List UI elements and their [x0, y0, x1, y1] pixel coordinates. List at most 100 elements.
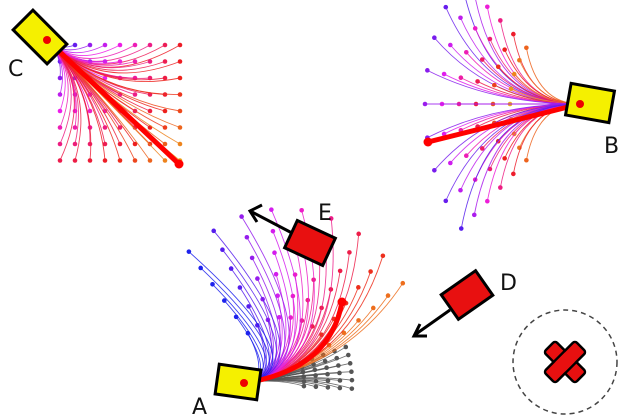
trajectory-end: [163, 109, 168, 114]
trajectory-end: [178, 76, 183, 81]
best-end: [424, 138, 433, 147]
trajectory-end: [524, 158, 529, 163]
trajectory-end: [425, 68, 430, 73]
trajectory-end: [274, 272, 279, 277]
robot-b: [566, 83, 615, 122]
trajectory-end: [73, 158, 78, 163]
trajectory-end: [245, 235, 250, 240]
label-a: A: [192, 395, 207, 419]
label-b: B: [604, 134, 618, 159]
trajectory-end: [502, 47, 507, 52]
trajectory-end: [432, 35, 437, 40]
trajectory-end: [88, 43, 93, 48]
trajectory-end: [459, 226, 464, 231]
trajectory-end: [250, 256, 255, 261]
trajectory-end: [178, 142, 183, 147]
label-e: E: [318, 201, 332, 226]
trajectory-end: [511, 32, 516, 37]
trajectory-end: [58, 92, 63, 97]
trajectory-end: [326, 385, 331, 390]
trajectory-end: [187, 249, 192, 254]
trajectory-end: [386, 293, 391, 298]
trajectory-end: [178, 125, 183, 130]
trajectory-end: [338, 386, 343, 391]
trajectory-end: [148, 109, 153, 114]
trajectory-end: [356, 318, 361, 323]
trajectory-end: [458, 15, 463, 20]
trajectory-end: [314, 384, 319, 389]
trajectory-end: [118, 59, 123, 64]
trajectory-end: [73, 142, 78, 147]
trajectory-end: [485, 199, 490, 204]
trajectory-end: [133, 43, 138, 48]
trajectory-end: [103, 158, 108, 163]
robot-body: [215, 364, 261, 400]
trajectory-end: [325, 372, 330, 377]
trajectory-end: [148, 59, 153, 64]
trajectory-end: [58, 125, 63, 130]
trajectory-end: [133, 59, 138, 64]
trajectory-end: [163, 158, 168, 163]
trajectory-end: [524, 45, 529, 50]
label-d: D: [500, 271, 517, 296]
trajectory-end: [475, 79, 480, 84]
trajectory-end: [502, 156, 507, 161]
trajectory-end: [73, 125, 78, 130]
trajectory-end: [473, 26, 478, 31]
trajectory-end: [458, 188, 463, 193]
trajectory-end: [178, 109, 183, 114]
trajectory-end: [488, 37, 493, 42]
trajectory-end: [148, 43, 153, 48]
trajectory-end: [346, 353, 351, 358]
trajectory-end: [338, 269, 343, 274]
best-end: [338, 298, 347, 307]
robot-origin: [43, 36, 51, 44]
trajectory-end: [442, 72, 447, 77]
trajectory-end: [356, 232, 361, 237]
trajectory-end: [496, 65, 501, 70]
best-end: [175, 160, 184, 169]
robot-body: [566, 83, 615, 122]
trajectory-end: [498, 18, 503, 23]
trajectory-end: [299, 208, 304, 213]
trajectory-end: [302, 384, 307, 389]
trajectory-end: [73, 43, 78, 48]
trajectory-end: [88, 142, 93, 147]
trajectory-end: [198, 266, 203, 271]
trajectory-end: [178, 59, 183, 64]
trajectory-end: [512, 72, 517, 77]
trajectory-end: [423, 102, 428, 107]
trajectory-end: [347, 250, 352, 255]
trajectory-end: [459, 75, 464, 80]
trajectory-end: [472, 213, 477, 218]
trajectory-end: [271, 229, 276, 234]
trajectory-end: [448, 161, 453, 166]
trajectory-end: [118, 43, 123, 48]
trajectory-end: [492, 83, 497, 88]
trajectory-end: [163, 76, 168, 81]
trajectory-end: [103, 125, 108, 130]
robot-a: [215, 364, 261, 400]
trajectory-end: [448, 43, 453, 48]
trajectory-end: [517, 58, 522, 63]
trajectory-end: [133, 92, 138, 97]
trajectory-end: [103, 43, 108, 48]
trajectory-end: [464, 153, 469, 158]
trajectory-end: [337, 371, 342, 376]
robot-origin: [576, 100, 584, 108]
trajectory-end: [432, 168, 437, 173]
robot-origin: [240, 379, 248, 387]
trajectory-end: [400, 281, 405, 286]
trajectory-end: [349, 369, 354, 374]
trajectory-end: [464, 50, 469, 55]
trajectory-end: [498, 185, 503, 190]
trajectory-end: [58, 158, 63, 163]
trajectory-end: [350, 378, 355, 383]
trajectory-end: [443, 5, 448, 10]
trajectory-end: [350, 386, 355, 391]
trajectory-end: [368, 269, 373, 274]
trajectory-end: [148, 142, 153, 147]
trajectory-end: [88, 109, 93, 114]
page: C B A E D (() => { const data = JSON.par…: [0, 0, 618, 419]
trajectory-end: [210, 282, 215, 287]
